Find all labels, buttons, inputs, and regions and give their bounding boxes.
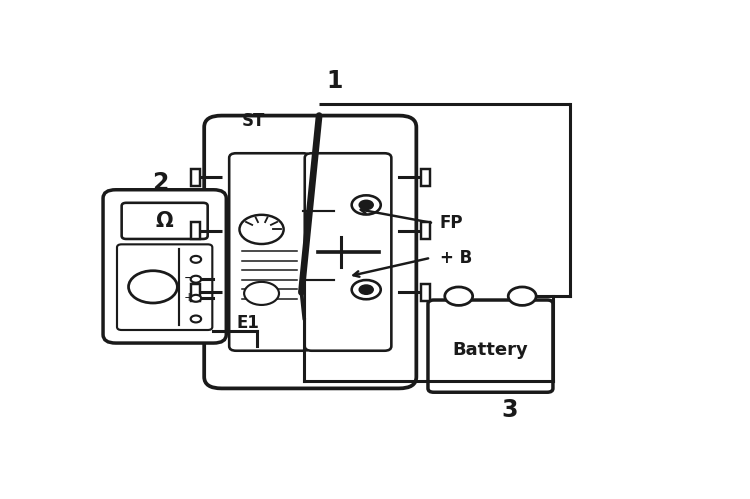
FancyBboxPatch shape — [191, 169, 200, 186]
Text: ST: ST — [242, 112, 266, 130]
Circle shape — [239, 215, 284, 244]
Text: −: − — [184, 272, 194, 285]
Text: 1: 1 — [327, 69, 344, 93]
Circle shape — [509, 287, 536, 305]
Text: + B: + B — [440, 249, 472, 267]
Circle shape — [128, 271, 177, 303]
Text: +: + — [516, 289, 529, 304]
FancyBboxPatch shape — [421, 223, 430, 240]
Text: 3: 3 — [501, 398, 518, 422]
Circle shape — [190, 256, 201, 263]
Circle shape — [244, 282, 279, 305]
Text: Battery: Battery — [452, 341, 528, 359]
Circle shape — [190, 315, 201, 322]
Circle shape — [190, 295, 201, 302]
Circle shape — [190, 276, 201, 282]
Circle shape — [359, 285, 374, 294]
FancyBboxPatch shape — [117, 245, 212, 330]
FancyBboxPatch shape — [191, 223, 200, 240]
FancyBboxPatch shape — [122, 203, 208, 239]
Text: +: + — [184, 291, 194, 304]
Circle shape — [352, 195, 381, 215]
FancyBboxPatch shape — [103, 190, 226, 343]
Text: E1: E1 — [236, 314, 259, 332]
Circle shape — [445, 287, 472, 305]
Text: 2: 2 — [152, 171, 169, 195]
Circle shape — [359, 200, 374, 210]
FancyBboxPatch shape — [304, 153, 392, 351]
FancyBboxPatch shape — [204, 116, 416, 388]
Text: Ω: Ω — [156, 211, 173, 231]
FancyBboxPatch shape — [428, 300, 553, 392]
FancyBboxPatch shape — [421, 284, 430, 301]
FancyBboxPatch shape — [230, 153, 310, 351]
FancyBboxPatch shape — [191, 284, 200, 301]
Circle shape — [352, 280, 381, 299]
FancyBboxPatch shape — [421, 169, 430, 186]
Text: −: − — [452, 289, 465, 304]
Text: FP: FP — [440, 214, 463, 232]
